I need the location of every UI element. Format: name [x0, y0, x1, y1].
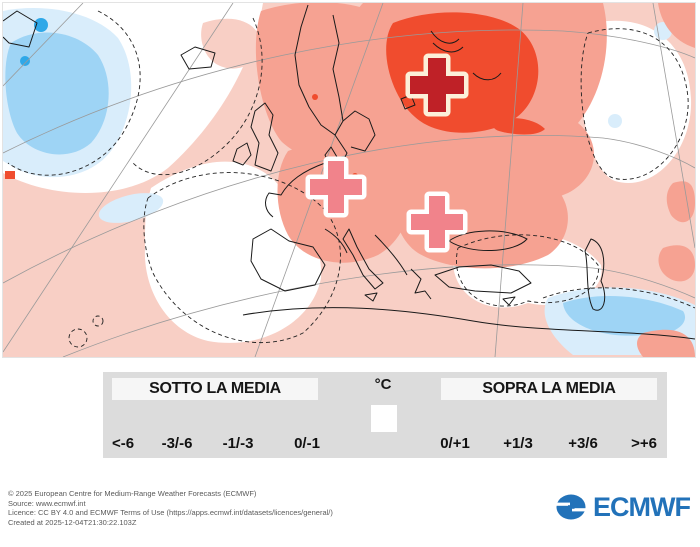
source-line: Source: www.ecmwf.int [8, 498, 86, 508]
legend-tick: >+6 [631, 435, 657, 452]
legend-tick: <-6 [111, 435, 135, 452]
map-markers [305, 53, 469, 253]
ecmwf-logo: ECMWF [556, 492, 691, 522]
warm-anomaly-cross-anatolia [406, 191, 468, 253]
anomaly-map [2, 2, 696, 358]
legend-colorbar-above [443, 403, 657, 432]
legend-tick: +1/3 [503, 435, 533, 452]
legend-tick: +3/6 [568, 435, 598, 452]
map-canvas [3, 3, 695, 357]
legend-title-below-average: SOTTO LA MEDIA [112, 378, 318, 400]
legend-tick: -1/-3 [222, 435, 254, 452]
copyright-line: © 2025 European Centre for Medium-Range … [8, 489, 257, 498]
map-region-warm-light-iceland [201, 18, 261, 69]
legend-title-above-average: SOPRA LA MEDIA [441, 378, 657, 400]
legend: SOTTO LA MEDIA °C SOPRA LA MEDIA <-6 -3/… [103, 372, 667, 458]
legend-tick: 0/+1 [440, 435, 470, 452]
ecmwf-logo-icon [556, 494, 588, 520]
licence-line: Licence: CC BY 4.0 and ECMWF Terms of Us… [8, 508, 333, 517]
legend-tick: -3/-6 [161, 435, 193, 452]
ecmwf-logo-text: ECMWF [593, 492, 691, 522]
attribution-text: © 2025 European Centre for Medium-Range … [8, 489, 333, 527]
strong-warm-anomaly-cross [405, 53, 469, 117]
map-coastlines [3, 4, 695, 340]
legend-neutral-swatch [371, 405, 397, 432]
warm-anomaly-cross-central-europe [305, 156, 367, 218]
map-contours [7, 10, 695, 348]
map-regions-cool [3, 8, 695, 355]
legend-unit-label: °C [374, 376, 392, 393]
legend-tick: 0/-1 [294, 435, 320, 452]
legend-colorbar-below [113, 403, 318, 432]
created-line: Created at 2025-12-04T21:30:22.103Z [8, 517, 137, 527]
